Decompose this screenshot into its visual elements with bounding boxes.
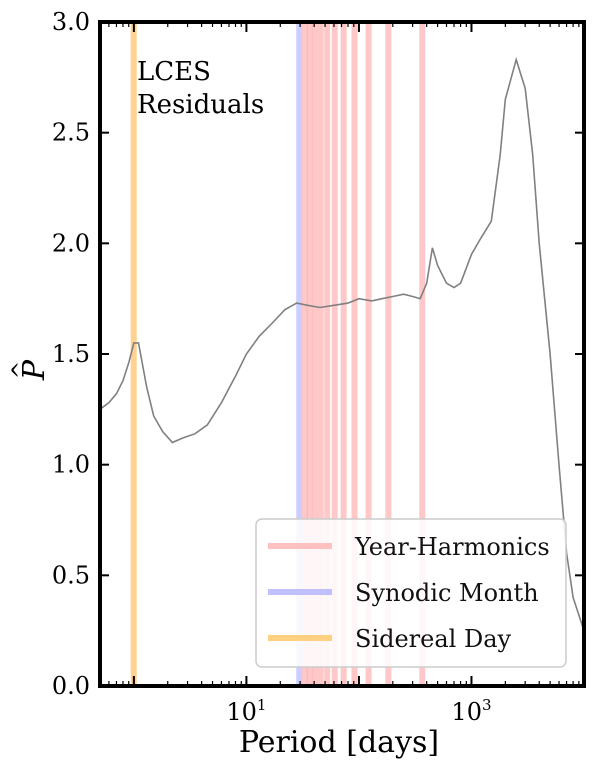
band-sidereal-day xyxy=(130,22,137,686)
band-synodic-month xyxy=(296,22,303,686)
y-axis-title-hat: ^ xyxy=(9,361,34,379)
y-tick-label: 2.0 xyxy=(52,229,90,257)
legend-label-synodic-month: Synodic Month xyxy=(355,579,539,607)
y-tick-label: 2.5 xyxy=(52,119,90,147)
vertical-bands xyxy=(130,22,426,686)
y-tick-label: 1.5 xyxy=(52,340,90,368)
axis-ticks: 0.0 0.5 1.0 1.5 2.0 2.5 3.0 101 103 xyxy=(52,8,584,726)
plot-frame xyxy=(98,20,586,688)
band-year-harmonics xyxy=(324,22,331,686)
annotation-line-1: LCES xyxy=(137,57,211,87)
band-year-harmonics xyxy=(317,22,324,686)
y-tick-label: 3.0 xyxy=(52,8,90,36)
band-year-harmonics xyxy=(351,22,358,686)
x-tick-label: 103 xyxy=(451,696,491,726)
band-year-harmonics xyxy=(331,22,338,686)
y-tick-label: 0.0 xyxy=(52,672,90,700)
x-axis-title: Period [days] xyxy=(239,725,439,760)
y-axis-title-symbol: P xyxy=(17,359,52,381)
band-year-harmonics xyxy=(311,22,318,686)
annotation-line-2: Residuals xyxy=(137,90,264,120)
series-line-0 xyxy=(100,56,584,631)
legend: Year-Harmonics Synodic Month Sidereal Da… xyxy=(255,518,567,668)
band-year-harmonics xyxy=(365,22,372,686)
legend-box xyxy=(255,518,567,668)
band-year-harmonics xyxy=(302,22,309,686)
x-tick-label: 101 xyxy=(226,696,266,726)
band-year-harmonics xyxy=(385,22,392,686)
legend-label-year-harmonics: Year-Harmonics xyxy=(354,533,550,561)
y-tick-label: 1.0 xyxy=(52,451,90,479)
band-year-harmonics xyxy=(340,22,347,686)
series-layer xyxy=(100,56,584,631)
y-tick-label: 0.5 xyxy=(52,561,90,589)
y-axis-title: P ^ xyxy=(9,359,52,381)
band-year-harmonics xyxy=(306,22,313,686)
band-year-harmonics xyxy=(419,22,426,686)
legend-label-sidereal-day: Sidereal Day xyxy=(355,625,512,653)
